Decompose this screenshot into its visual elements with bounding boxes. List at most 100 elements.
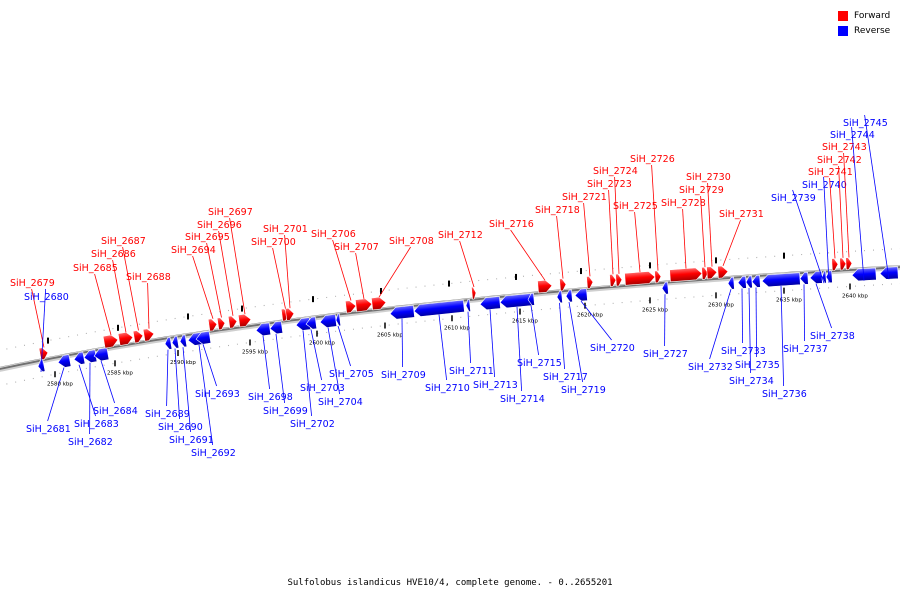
gene-label[interactable]: SiH_2721 [562,192,607,203]
gene-arrow-sih-2741[interactable] [831,258,839,271]
gene-arrow-sih-2726[interactable] [654,270,662,284]
gene-arrow-sih-2724[interactable] [615,273,623,287]
gene-arrow-sih-2679[interactable] [38,347,49,361]
gene-arrow-sih-2728[interactable] [669,267,703,283]
gene-label[interactable]: SiH_2744 [830,130,875,141]
gene-label[interactable]: SiH_2682 [68,437,113,448]
gene-arrow-sih-2710[interactable] [413,299,465,317]
gene-label[interactable]: SiH_2730 [686,172,731,183]
gene-arrow-sih-2715[interactable] [527,292,535,306]
gene-arrow-sih-2691[interactable] [179,334,188,348]
gene-label[interactable]: SiH_2733 [721,346,766,357]
gene-label[interactable]: SiH_2739 [771,193,816,204]
gene-label[interactable]: SiH_2731 [719,209,764,220]
gene-label[interactable]: SiH_2728 [661,198,706,209]
gene-arrow-sih-2740[interactable] [825,270,833,284]
gene-label[interactable]: SiH_2698 [248,392,293,403]
gene-arrow-sih-2729[interactable] [701,266,709,280]
gene-label[interactable]: SiH_2718 [535,205,580,216]
gene-arrow-sih-2735[interactable] [751,274,761,288]
gene-label[interactable]: SiH_2736 [762,389,807,400]
gene-arrow-sih-2734[interactable] [745,275,753,289]
gene-label[interactable]: SiH_2697 [208,207,253,218]
gene-arrow-sih-2738[interactable] [809,270,823,284]
gene-label[interactable]: SiH_2699 [263,406,308,417]
gene-arrow-sih-2697[interactable] [237,313,252,328]
gene-arrow-sih-2733[interactable] [737,275,747,289]
gene-arrow-sih-2708[interactable] [371,296,387,311]
gene-arrow-sih-2723[interactable] [609,274,617,287]
gene-arrow-sih-2683[interactable] [73,351,86,366]
gene-label[interactable]: SiH_2712 [438,230,483,241]
gene-arrow-sih-2681[interactable] [57,354,72,368]
gene-arrow-sih-2701[interactable] [284,307,295,321]
gene-arrow-sih-2719[interactable] [565,289,573,303]
gene-label[interactable]: SiH_2687 [101,236,146,247]
gene-arrow-sih-2732[interactable] [727,276,735,290]
gene-label[interactable]: SiH_2707 [334,242,379,253]
gene-label[interactable]: SiH_2705 [329,369,374,380]
gene-arrow-sih-2717[interactable] [556,290,563,304]
gene-label[interactable]: SiH_2741 [808,167,853,178]
gene-label[interactable]: SiH_2690 [158,422,203,433]
gene-arrow-sih-2688[interactable] [142,328,155,342]
gene-arrow-sih-2713[interactable] [479,296,501,311]
gene-arrow-sih-2695[interactable] [216,317,226,331]
gene-arrow-sih-2720[interactable] [574,288,588,302]
gene-arrow-sih-2693[interactable] [195,330,212,345]
gene-arrow-sih-2744[interactable] [851,267,877,282]
gene-label[interactable]: SiH_2713 [473,380,518,391]
gene-label[interactable]: SiH_2732 [688,362,733,373]
gene-label[interactable]: SiH_2692 [191,448,236,459]
gene-label[interactable]: SiH_2729 [679,185,724,196]
gene-label[interactable]: SiH_2723 [587,179,632,190]
gene-label[interactable]: SiH_2743 [822,142,867,153]
gene-label[interactable]: SiH_2701 [263,224,308,235]
gene-label[interactable]: SiH_2737 [783,344,828,355]
gene-label[interactable]: SiH_2738 [810,331,855,342]
gene-label[interactable]: SiH_2693 [195,389,240,400]
gene-label[interactable]: SiH_2727 [643,349,688,360]
gene-label[interactable]: SiH_2719 [561,385,606,396]
gene-arrow-sih-2745[interactable] [879,266,899,280]
gene-label[interactable]: SiH_2708 [389,236,434,247]
gene-label[interactable]: SiH_2745 [843,118,888,129]
gene-label[interactable]: SiH_2740 [802,180,847,191]
gene-arrow-sih-2705[interactable] [335,313,342,327]
gene-label[interactable]: SiH_2734 [729,376,774,387]
gene-arrow-sih-2727[interactable] [661,281,669,295]
gene-arrow-sih-2711[interactable] [465,299,471,312]
gene-arrow-sih-2685[interactable] [102,334,119,349]
gene-arrow-sih-2731[interactable] [717,265,729,279]
gene-arrow-sih-2718[interactable] [559,278,567,292]
gene-label[interactable]: SiH_2735 [735,360,780,371]
gene-label[interactable]: SiH_2679 [10,278,55,289]
gene-label[interactable]: SiH_2696 [197,220,242,231]
gene-arrow-sih-2689[interactable] [164,336,173,350]
gene-label[interactable]: SiH_2684 [93,406,138,417]
gene-label[interactable]: SiH_2715 [517,358,562,369]
gene-label[interactable]: SiH_2686 [91,249,136,260]
gene-label[interactable]: SiH_2685 [73,263,118,274]
gene-arrow-sih-2696[interactable] [227,315,238,329]
gene-label[interactable]: SiH_2726 [630,154,675,165]
gene-label[interactable]: SiH_2720 [590,343,635,354]
gene-arrow-sih-2698[interactable] [255,322,272,337]
gene-arrow-sih-2694[interactable] [207,318,218,332]
gene-label[interactable]: SiH_2680 [24,292,69,303]
gene-arrow-sih-2684[interactable] [93,347,110,362]
gene-label[interactable]: SiH_2725 [613,201,658,212]
gene-label[interactable]: SiH_2704 [318,397,363,408]
gene-label[interactable]: SiH_2714 [500,394,545,405]
gene-arrow-sih-2687[interactable] [132,330,144,344]
gene-label[interactable]: SiH_2709 [381,370,426,381]
gene-arrow-sih-2730[interactable] [706,266,718,280]
gene-label[interactable]: SiH_2716 [489,219,534,230]
gene-label[interactable]: SiH_2702 [290,419,335,430]
gene-label[interactable]: SiH_2742 [817,155,862,166]
gene-arrow-sih-2742[interactable] [839,257,847,271]
gene-arrow-sih-2682[interactable] [83,349,98,364]
gene-label[interactable]: SiH_2683 [74,419,119,430]
gene-arrow-sih-2716[interactable] [537,279,553,294]
gene-arrow-sih-2690[interactable] [171,335,180,349]
